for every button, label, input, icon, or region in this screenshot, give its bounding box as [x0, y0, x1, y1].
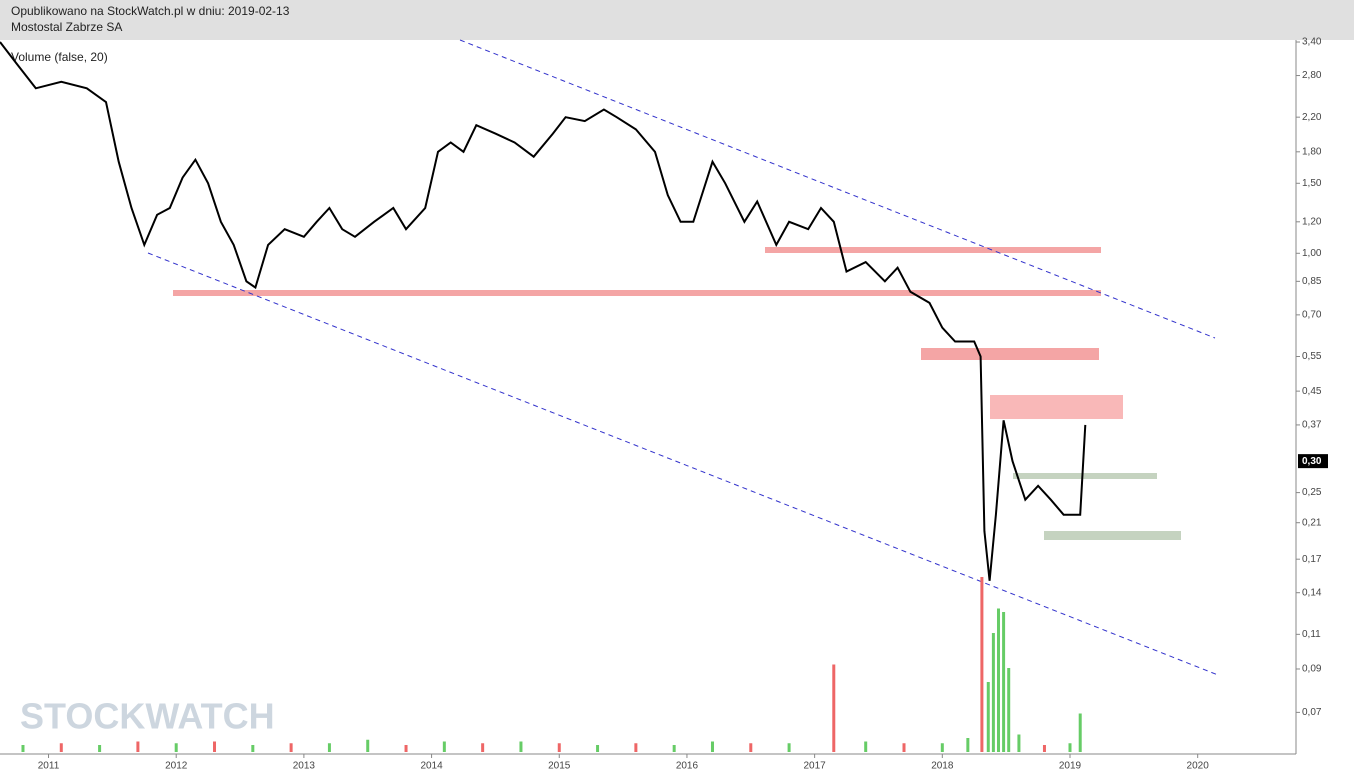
y-tick-label: 1,00 — [1302, 248, 1322, 259]
header-line: Mostostal Zabrze SA — [11, 20, 122, 34]
volume-bar — [986, 682, 990, 752]
volume-bar — [481, 743, 485, 752]
volume-bar — [557, 743, 561, 752]
y-tick-label: 0,85 — [1302, 276, 1322, 287]
volume-bar — [996, 608, 1000, 752]
last-price-box — [1298, 454, 1328, 469]
y-tick-label: 0,25 — [1302, 487, 1322, 498]
volume-bar — [940, 743, 944, 752]
y-tick-label: 2,20 — [1302, 112, 1322, 123]
volume-bar — [787, 743, 791, 752]
y-tick-label: 0,55 — [1302, 351, 1322, 362]
volume-bar — [1017, 734, 1021, 752]
x-tick-label: 2012 — [165, 761, 188, 772]
header-line: Opublikowano na StockWatch.pl w dniu: 20… — [11, 4, 290, 18]
y-tick-label: 0,37 — [1302, 420, 1322, 431]
x-tick-label: 2017 — [804, 761, 827, 772]
volume-bar — [672, 745, 676, 752]
last-price-label: 0,30 — [1302, 456, 1322, 467]
volume-bar — [991, 633, 995, 752]
volume-bar — [980, 577, 984, 752]
volume-bar — [289, 743, 293, 752]
x-tick-label: 2018 — [931, 761, 954, 772]
volume-bar — [749, 743, 753, 752]
zone — [990, 395, 1123, 419]
volume-bar — [1007, 668, 1011, 752]
x-tick-label: 2019 — [1059, 761, 1082, 772]
volume-bar — [1078, 713, 1082, 752]
zone — [1013, 473, 1157, 479]
volume-bar — [634, 743, 638, 752]
price-line — [0, 41, 1087, 581]
x-tick-label: 2020 — [1187, 761, 1210, 772]
zone — [921, 348, 1099, 360]
volume-bar — [174, 743, 178, 752]
header-band — [0, 0, 1354, 40]
zone — [173, 290, 1101, 296]
volume-bar — [136, 741, 140, 752]
y-tick-label: 0,07 — [1302, 707, 1322, 718]
volume-bar — [1068, 743, 1072, 752]
x-tick-label: 2015 — [548, 761, 571, 772]
y-tick-label: 0,17 — [1302, 554, 1322, 565]
y-tick-label: 0,45 — [1302, 386, 1322, 397]
y-tick-label: 0,70 — [1302, 310, 1322, 321]
y-tick-label: 0,11 — [1302, 629, 1321, 640]
trend-line — [459, 39, 1216, 339]
y-tick-label: 3,40 — [1302, 37, 1322, 48]
volume-bar — [59, 743, 63, 752]
volume-bar — [327, 743, 331, 752]
zones — [173, 247, 1181, 540]
volume-bar — [21, 745, 25, 752]
y-tick-label: 1,50 — [1302, 178, 1322, 189]
x-tick-label: 2013 — [293, 761, 316, 772]
y-tick-label: 0,21 — [1302, 517, 1322, 528]
volume-bar — [902, 743, 906, 752]
volume-bar — [366, 739, 370, 752]
y-tick-label: 0,09 — [1302, 664, 1322, 675]
volume-bar — [98, 745, 102, 752]
x-tick-label: 2016 — [676, 761, 699, 772]
volume-bar — [442, 741, 446, 752]
volume-bar — [966, 738, 970, 752]
volume-bar — [1002, 612, 1006, 752]
x-tick-label: 2011 — [38, 761, 60, 772]
volume-bar — [519, 741, 523, 752]
volume-bar — [832, 664, 836, 752]
volume-bar — [596, 745, 600, 752]
volume-bar — [404, 745, 408, 752]
zone — [1044, 531, 1181, 540]
y-tick-label: 2,80 — [1302, 70, 1322, 81]
x-tick-label: 2014 — [420, 761, 443, 772]
y-tick-label: 0,14 — [1302, 587, 1322, 598]
volume-bar — [864, 741, 868, 752]
y-tick-label: 1,80 — [1302, 146, 1322, 157]
watermark: STOCKWATCH — [20, 696, 275, 737]
zone — [765, 247, 1101, 253]
trend-line — [147, 252, 1219, 676]
volume-bar — [710, 741, 714, 752]
volume-bar — [251, 745, 255, 752]
volume-bar — [213, 741, 217, 752]
y-tick-label: 1,20 — [1302, 216, 1322, 227]
indicator-label: Volume (false, 20) — [11, 50, 108, 64]
volume-bar — [1042, 745, 1046, 752]
